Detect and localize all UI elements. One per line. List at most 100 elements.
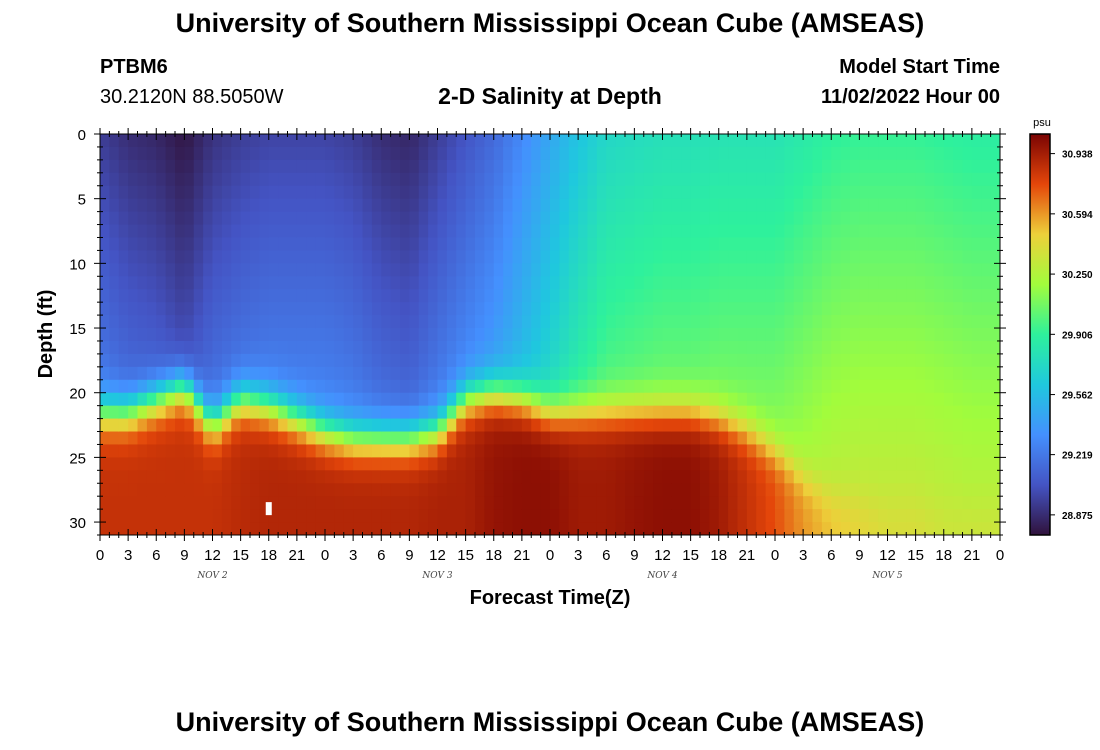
heatmap-cell — [615, 328, 626, 342]
heatmap-cell — [953, 457, 964, 471]
heatmap-cell — [165, 340, 176, 355]
heatmap-cell — [250, 159, 260, 174]
heatmap-cell — [756, 134, 767, 148]
heatmap-cell — [240, 379, 251, 394]
heatmap-cell — [643, 198, 654, 213]
heatmap-cell — [568, 211, 579, 226]
heatmap-cell — [512, 198, 523, 213]
heatmap-cell — [746, 444, 757, 458]
heatmap-cell — [250, 328, 260, 342]
heatmap-cell — [962, 263, 973, 277]
heatmap-cell — [390, 159, 401, 174]
heatmap-cell — [475, 353, 485, 368]
heatmap-cell — [418, 237, 429, 252]
heatmap-cell — [428, 483, 439, 497]
heatmap-cell — [625, 509, 635, 523]
heatmap-cell — [118, 250, 129, 264]
heatmap-cell — [709, 392, 720, 407]
heatmap-cell — [428, 328, 439, 342]
heatmap-cell — [371, 263, 382, 277]
heatmap-cell — [306, 470, 317, 484]
heatmap-cell — [259, 328, 270, 342]
heatmap-cell — [390, 315, 401, 329]
heatmap-cell — [343, 224, 354, 239]
heatmap-cell — [840, 509, 851, 523]
heatmap-cell — [887, 211, 898, 226]
chart-subtitle: 2-D Salinity at Depth — [438, 83, 662, 109]
heatmap-cell — [756, 172, 767, 187]
heatmap-cell — [306, 302, 317, 316]
heatmap-cell — [690, 470, 701, 484]
heatmap-cell — [681, 250, 692, 264]
heatmap-cell — [643, 353, 654, 368]
heatmap-cell — [859, 405, 870, 420]
heatmap-cell — [315, 172, 326, 187]
heatmap-cell — [362, 418, 373, 433]
heatmap-cell — [756, 392, 767, 407]
heatmap-cell — [840, 146, 851, 161]
heatmap-cell — [718, 509, 729, 523]
heatmap-cell — [475, 418, 485, 433]
heatmap-cell — [625, 405, 635, 420]
heatmap-cell — [596, 431, 607, 446]
heatmap-cell — [662, 470, 673, 484]
heatmap-cell — [184, 224, 195, 239]
heatmap-cell — [840, 457, 851, 471]
heatmap-cell — [465, 159, 476, 174]
heatmap-cell — [559, 159, 570, 174]
heatmap-cell — [887, 457, 898, 471]
heatmap-cell — [503, 211, 514, 226]
heatmap-cell — [371, 224, 382, 239]
heatmap-cell — [962, 315, 973, 329]
heatmap-cell — [456, 457, 467, 471]
y-tick-label: 10 — [69, 256, 86, 273]
heatmap-cell — [962, 470, 973, 484]
heatmap-cell — [409, 276, 420, 290]
heatmap-cell — [221, 185, 232, 200]
heatmap-cell — [362, 328, 373, 342]
heatmap-cell — [353, 366, 364, 381]
heatmap-cell — [896, 496, 907, 510]
heatmap-cell — [371, 211, 382, 226]
heatmap-cell — [896, 470, 907, 484]
heatmap-cell — [484, 263, 495, 277]
heatmap-cell — [250, 289, 260, 303]
heatmap-cell — [550, 340, 560, 355]
heatmap-cell — [737, 340, 748, 355]
heatmap-cell — [700, 224, 710, 239]
heatmap-cell — [784, 211, 795, 226]
heatmap-cell — [221, 379, 232, 394]
heatmap-cell — [503, 134, 514, 148]
heatmap-cell — [165, 237, 176, 252]
heatmap-cell — [625, 328, 635, 342]
heatmap-cell — [990, 276, 1000, 290]
heatmap-cell — [925, 418, 935, 433]
heatmap-cell — [175, 366, 185, 381]
heatmap-cell — [559, 457, 570, 471]
heatmap-cell — [850, 366, 860, 381]
heatmap-cell — [578, 198, 589, 213]
heatmap-cell — [953, 470, 964, 484]
heatmap-cell — [128, 172, 139, 187]
heatmap-cell — [868, 289, 879, 303]
heatmap-cell — [418, 444, 429, 458]
heatmap-cell — [943, 431, 954, 446]
heatmap-cell — [737, 328, 748, 342]
heatmap-cell — [690, 483, 701, 497]
heatmap-cell — [278, 392, 289, 407]
heatmap-cell — [578, 418, 589, 433]
heatmap-cell — [765, 496, 776, 510]
heatmap-cell — [615, 315, 626, 329]
heatmap-cell — [325, 263, 335, 277]
heatmap-cell — [521, 198, 532, 213]
heatmap-cell — [184, 496, 195, 510]
heatmap-cell — [550, 172, 560, 187]
heatmap-cell — [521, 483, 532, 497]
heatmap-cell — [446, 405, 457, 420]
heatmap-cell — [606, 353, 617, 368]
heatmap-cell — [653, 315, 664, 329]
heatmap-cell — [700, 134, 710, 148]
heatmap-cell — [268, 159, 279, 174]
heatmap-cell — [981, 250, 992, 264]
heatmap-cell — [962, 366, 973, 381]
